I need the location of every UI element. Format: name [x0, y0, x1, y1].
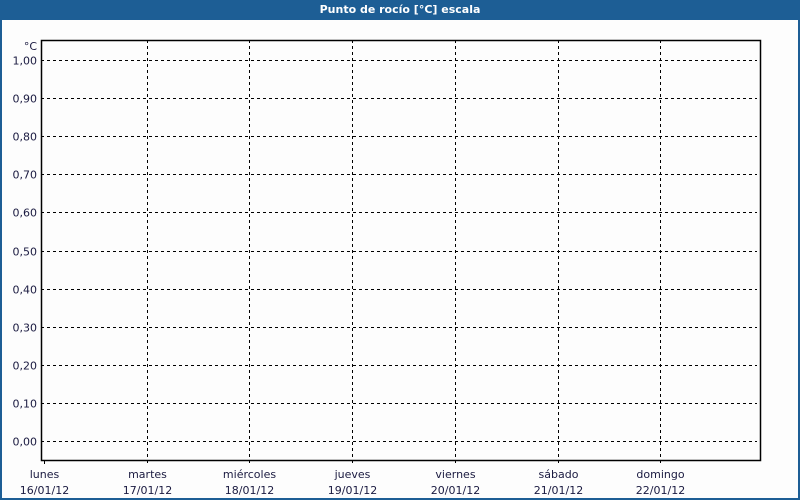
x-tick-date: 21/01/12: [534, 484, 583, 497]
y-tick-label: 0,10: [13, 398, 38, 411]
x-tick-date: 16/01/12: [20, 484, 69, 497]
x-tick-date: 22/01/12: [636, 484, 685, 497]
x-tick-day: miércoles: [223, 468, 276, 481]
chart-title: Punto de rocío [°C] escala: [0, 0, 800, 20]
x-tick-day: martes: [128, 468, 167, 481]
x-tick-date: 19/01/12: [328, 484, 377, 497]
chart-window: [0, 20, 800, 500]
plot-area-border: [40, 39, 762, 462]
y-tick-label: 0,30: [13, 322, 38, 335]
x-tick-day: sábado: [539, 468, 579, 481]
y-tick-label: 0,20: [13, 360, 38, 373]
x-tick-date: 18/01/12: [225, 484, 274, 497]
y-tick-label: 0,40: [13, 284, 38, 297]
x-tick-day: jueves: [334, 468, 371, 481]
y-tick-label: 0,80: [13, 131, 38, 144]
y-tick-label: 0,70: [13, 169, 38, 182]
x-tick-date: 20/01/12: [431, 484, 480, 497]
x-tick-day: lunes: [30, 468, 60, 481]
y-axis-unit: °C: [24, 40, 38, 53]
y-tick-label: 0,00: [13, 436, 38, 449]
y-tick-label: 0,90: [13, 93, 38, 106]
x-tick-day: viernes: [435, 468, 475, 481]
y-tick-label: 1,00: [13, 55, 38, 68]
y-tick-label: 0,50: [13, 246, 38, 259]
x-tick-date: 17/01/12: [123, 484, 172, 497]
y-tick-label: 0,60: [13, 207, 38, 220]
x-tick-day: domingo: [636, 468, 684, 481]
